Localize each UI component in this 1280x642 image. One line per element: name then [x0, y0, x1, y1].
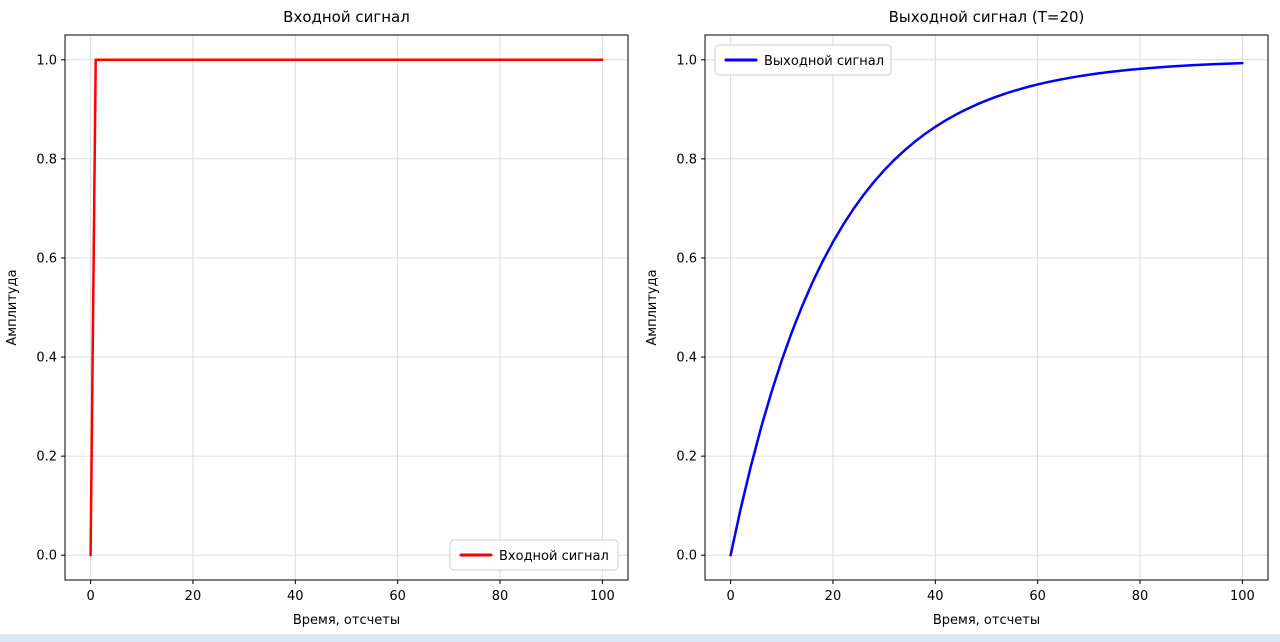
x-axis-label: Время, отсчеты	[293, 613, 400, 628]
y-tick-label: 0.6	[36, 251, 57, 266]
x-tick-label: 0	[86, 589, 94, 604]
x-tick-label: 20	[185, 589, 202, 604]
y-tick-label: 0.6	[676, 251, 697, 266]
y-tick-label: 1.0	[36, 53, 57, 68]
input-signal-chart: 0 20 40 60 80 100 0.0 0.2 0.4 0.6 0.8 1.0 Входной си…	[0, 0, 640, 634]
y-tick-label: 0.2	[36, 450, 57, 465]
y-tick-label: 0.0	[36, 549, 57, 564]
y-axis-label: Амплитуда	[5, 269, 20, 345]
legend-box	[714, 44, 892, 76]
legend: Выходной сигнал	[714, 44, 892, 76]
chart-title: Выходной сигнал (T=20)	[889, 8, 1085, 26]
axes-frame	[704, 34, 1269, 581]
input-signal-plot: 0 20 40 60 80 100 0.0 0.2 0.4 0.6 0.8 1.0 Входной си…	[5, 8, 629, 628]
legend-box	[449, 539, 619, 571]
y-axis-label: Амплитуда	[645, 269, 660, 345]
x-tick-label: 40	[927, 589, 944, 604]
y-tick-label: 1.0	[676, 53, 697, 68]
window-bottom-strip	[0, 634, 1280, 642]
x-tick-label: 60	[389, 589, 406, 604]
y-tick-label: 0.4	[676, 351, 697, 366]
y-tick-label: 0.0	[676, 549, 697, 564]
x-tick-label: 20	[825, 589, 842, 604]
legend-label: Выходной сигнал	[764, 54, 884, 69]
legend-label: Входной сигнал	[499, 549, 609, 564]
x-axis-label: Время, отсчеты	[933, 613, 1040, 628]
y-tick-label: 0.2	[676, 450, 697, 465]
y-tick-label: 0.8	[676, 152, 697, 167]
x-tick-label: 40	[287, 589, 304, 604]
y-tick-label: 0.4	[36, 351, 57, 366]
series-line	[729, 61, 1244, 557]
legend: Входной сигнал	[449, 539, 619, 571]
axes-frame	[64, 34, 629, 581]
output-signal-plot: 0 20 40 60 80 100 0.0 0.2 0.4 0.6 0.8 1.0 Выходной с…	[645, 8, 1269, 628]
y-tick-label: 0.8	[36, 152, 57, 167]
chart-title: Входной сигнал	[283, 8, 410, 26]
series-line	[89, 58, 604, 557]
x-tick-label: 80	[1132, 589, 1149, 604]
x-tick-label: 60	[1029, 589, 1046, 604]
x-tick-label: 100	[1230, 589, 1255, 604]
x-tick-label: 0	[726, 589, 734, 604]
output-signal-chart: 0 20 40 60 80 100 0.0 0.2 0.4 0.6 0.8 1.0 Выходной с…	[640, 0, 1280, 634]
x-tick-label: 80	[492, 589, 509, 604]
x-tick-label: 100	[590, 589, 615, 604]
